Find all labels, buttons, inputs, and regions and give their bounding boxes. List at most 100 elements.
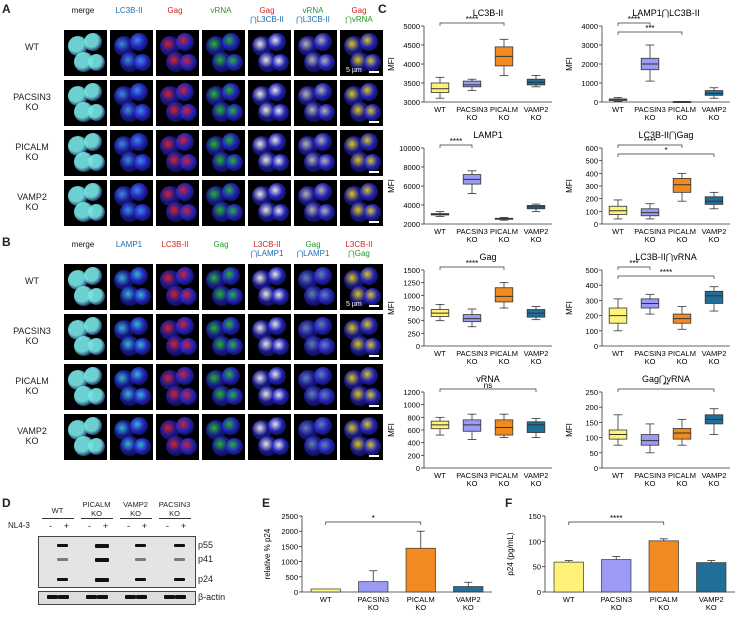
- cell-blob: [114, 36, 134, 56]
- box: [672, 313, 692, 324]
- cell-blob: [360, 267, 378, 285]
- chart-title: LC3B-II⋂Gag: [639, 130, 694, 140]
- cell-blob: [160, 36, 180, 56]
- box: [608, 429, 628, 440]
- cell-blob: [318, 338, 335, 355]
- cell-blob: [134, 288, 151, 305]
- cell-blob: [180, 204, 197, 221]
- x-tick-label: VAMP2: [524, 349, 549, 358]
- micrograph-tile: [64, 314, 107, 360]
- protein-band: [174, 544, 185, 547]
- y-tick-label: 0: [416, 464, 420, 473]
- cell-blob: [88, 338, 105, 355]
- panel-letter-b: B: [2, 235, 11, 249]
- y-tick-label: 5000: [403, 22, 420, 31]
- micrograph-tile: [248, 364, 291, 410]
- cell-blob: [88, 204, 105, 221]
- x-tick-label: WT: [434, 471, 446, 480]
- blot-group-label: PACSIN3: [158, 500, 191, 509]
- x-tick-label: PACSIN3: [456, 227, 488, 236]
- micrograph-tile: [64, 414, 107, 460]
- scale-bar: [369, 355, 379, 357]
- cell-blob: [130, 367, 148, 385]
- cell-blob: [360, 33, 378, 51]
- significance-bracket: [617, 31, 683, 35]
- column-header-part: LC3B-II: [161, 240, 189, 249]
- cell-blob: [206, 320, 226, 340]
- x-tick-label: PICALM: [490, 227, 518, 236]
- x-tick-label: KO: [677, 479, 688, 488]
- micrograph-tile: [294, 314, 337, 360]
- box: [494, 217, 514, 220]
- cell-blob: [130, 417, 148, 435]
- column-header-part: merge: [71, 6, 95, 15]
- cell-blob: [364, 54, 381, 71]
- cell-blob: [206, 186, 226, 206]
- boxplot-chart: LAMP1⋂LC3B-II MFI 0 1000 2000 3000 4000 WT PACSI…: [565, 8, 730, 122]
- protein-band: [57, 544, 68, 547]
- scale-bar: [369, 171, 379, 173]
- panel-letter-d: D: [2, 496, 11, 510]
- bar: [405, 547, 436, 593]
- significance-label: *: [664, 146, 667, 155]
- y-tick-label: 100: [585, 327, 598, 336]
- cell-blob: [268, 317, 286, 335]
- significance-label: ***: [645, 24, 654, 33]
- cell-blob: [88, 438, 105, 455]
- cell-blob: [114, 420, 134, 440]
- micrograph-tile: [294, 80, 337, 126]
- cell-blob: [226, 54, 243, 71]
- cell-blob: [176, 317, 194, 335]
- micrograph-tile: [202, 30, 245, 76]
- column-header-part: ⋂L3CB-II: [296, 15, 330, 24]
- cell-blob: [160, 320, 180, 340]
- y-tick-label: 3000: [403, 98, 420, 107]
- x-tick-label: VAMP2: [702, 349, 727, 358]
- y-tick-label: 1500: [281, 542, 298, 551]
- cell-blob: [272, 338, 289, 355]
- y-tick-label: 0: [537, 588, 541, 597]
- y-axis-label: MFI: [565, 57, 574, 71]
- cell-blob: [314, 417, 332, 435]
- cell-blob: [206, 420, 226, 440]
- cell-blob: [88, 154, 105, 171]
- cell-blob: [114, 320, 134, 340]
- loading-control-label: β-actin: [198, 592, 226, 602]
- cell-blob: [364, 204, 381, 221]
- cell-blob: [134, 388, 151, 405]
- scale-bar: [369, 221, 379, 223]
- y-tick-label: 600: [407, 426, 420, 435]
- cell-blob: [114, 136, 134, 156]
- x-tick-label: KO: [463, 603, 474, 612]
- cell-blob: [252, 136, 272, 156]
- boxplot-chart: LC3B-II⋂Gag MFI 0 100 200 300 400 500 600 WT PACSI…: [565, 130, 730, 244]
- box: [494, 419, 514, 436]
- blot-group-label: KO: [91, 509, 102, 518]
- y-tick-label: 200: [585, 403, 598, 412]
- cell-blob: [176, 83, 194, 101]
- cell-blob: [222, 83, 240, 101]
- cell-blob: [222, 33, 240, 51]
- protein-band: [135, 544, 146, 547]
- cell-blob: [68, 320, 88, 340]
- band-label: p24: [198, 574, 214, 584]
- cell-blob: [252, 420, 272, 440]
- protein-band: [94, 544, 109, 548]
- cell-blob: [252, 370, 272, 390]
- y-tick-label: 500: [285, 573, 298, 582]
- cell-blob: [134, 204, 151, 221]
- y-tick-label: 600: [585, 144, 598, 153]
- micrograph-tile: [156, 364, 199, 410]
- cell-blob: [206, 370, 226, 390]
- y-tick-label: 4000: [403, 201, 420, 210]
- column-header: Gag ⋂LAMP1: [290, 240, 336, 258]
- column-header: Gag ⋂L3CB-II: [244, 6, 290, 24]
- y-axis-label: MFI: [387, 301, 396, 315]
- significance-bracket: [617, 153, 715, 157]
- y-tick-label: 500: [585, 266, 598, 275]
- y-tick-label: 500: [407, 317, 420, 326]
- cell-blob: [268, 367, 286, 385]
- box: [704, 290, 724, 304]
